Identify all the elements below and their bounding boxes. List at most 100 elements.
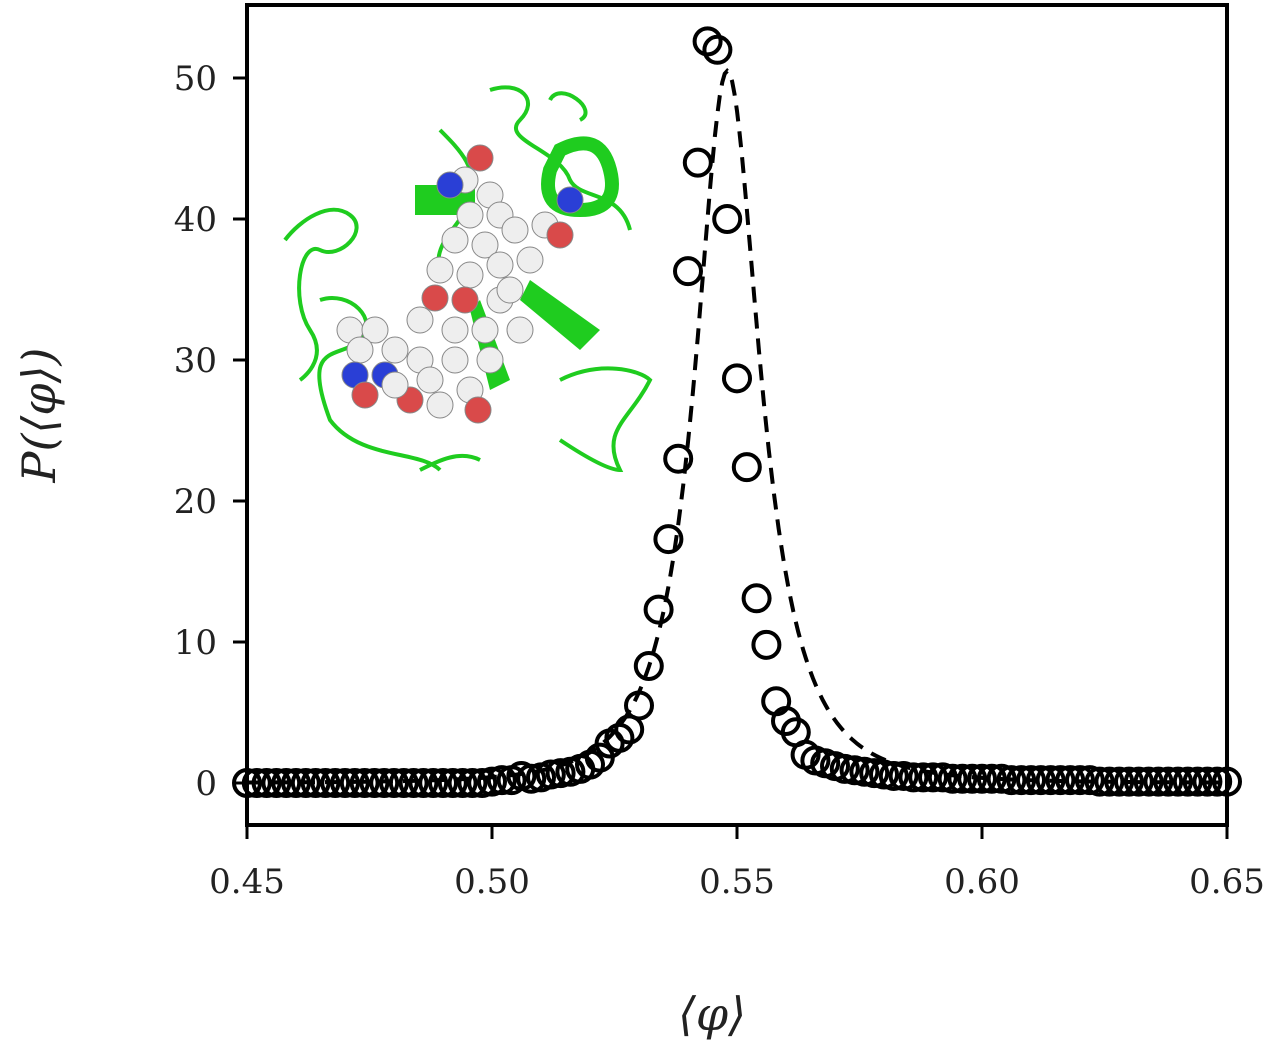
data-point — [663, 443, 694, 474]
atom-sphere — [516, 246, 544, 274]
data-point — [604, 722, 635, 753]
data-point — [829, 753, 860, 784]
data-point — [290, 768, 321, 798]
atom-sphere — [381, 336, 409, 364]
atom-sphere — [501, 216, 529, 244]
data-point — [447, 768, 478, 798]
data-point — [673, 256, 703, 287]
atom-sphere — [426, 391, 454, 419]
atom-sphere — [466, 144, 494, 172]
data-point — [1163, 766, 1193, 797]
data-point — [349, 768, 380, 798]
y-tick-label: 0 — [195, 764, 217, 804]
data-point — [1182, 766, 1213, 797]
data-point — [1016, 765, 1046, 796]
atom-sphere — [464, 396, 492, 424]
data-point — [1065, 765, 1095, 796]
x-axis: 0.45 0.50 0.55 0.60 0.65 — [209, 825, 1265, 902]
data-point — [869, 759, 899, 790]
data-point — [1006, 765, 1037, 796]
data-point — [731, 452, 762, 483]
data-point — [486, 765, 517, 796]
atom-sphere — [421, 284, 449, 312]
data-point — [927, 762, 958, 793]
x-axis-label: ⟨φ⟩ — [678, 987, 746, 1041]
data-point — [702, 34, 733, 65]
data-points — [232, 26, 1242, 798]
data-point — [722, 363, 752, 394]
atom-sphere — [556, 186, 584, 214]
data-point — [957, 763, 988, 794]
x-tick-label: 0.65 — [1189, 862, 1265, 902]
atom-sphere — [436, 171, 464, 199]
data-point — [712, 204, 743, 234]
data-point — [751, 629, 782, 660]
data-point — [369, 768, 400, 798]
data-point — [908, 762, 939, 793]
data-point — [996, 765, 1027, 796]
data-point — [682, 147, 713, 178]
atom-sphere — [456, 201, 484, 229]
x-tick-label: 0.45 — [209, 862, 285, 902]
data-point — [1143, 766, 1174, 797]
data-point — [878, 760, 909, 791]
atom-sphere — [426, 256, 454, 284]
data-point — [379, 768, 409, 798]
atom-sphere — [451, 286, 479, 314]
data-point — [967, 763, 997, 794]
atom-sphere — [381, 371, 409, 399]
data-point — [1074, 765, 1105, 796]
data-point — [692, 26, 723, 57]
x-tick-label: 0.55 — [699, 862, 775, 902]
atom-sphere — [471, 316, 499, 344]
atom-sphere — [546, 221, 574, 249]
y-tick-label: 10 — [174, 623, 217, 663]
data-point — [300, 768, 331, 798]
atom-sphere — [351, 381, 379, 409]
data-point — [898, 762, 929, 793]
atom-sphere — [471, 231, 499, 259]
data-point — [310, 768, 341, 798]
data-point — [437, 768, 468, 798]
data-point — [1045, 765, 1076, 796]
data-point — [330, 768, 360, 798]
data-point — [1123, 766, 1154, 797]
protein-inset-image — [283, 85, 653, 473]
data-point — [633, 650, 664, 681]
y-tick-label: 20 — [174, 482, 217, 522]
data-point — [947, 763, 978, 794]
atom-sphere — [441, 316, 469, 344]
atom-sphere — [361, 316, 389, 344]
data-point — [937, 763, 968, 794]
data-point — [1055, 765, 1086, 796]
data-point — [545, 758, 576, 789]
data-point — [918, 762, 948, 793]
data-point — [408, 768, 439, 798]
data-point — [986, 763, 1017, 794]
data-point — [388, 768, 419, 798]
data-point — [839, 755, 870, 786]
data-point — [1114, 766, 1144, 797]
atom-sphere — [476, 346, 504, 374]
data-point — [281, 768, 311, 798]
data-point — [1153, 766, 1184, 797]
data-point — [849, 756, 880, 787]
atom-sphere — [406, 306, 434, 334]
data-point — [1192, 766, 1223, 797]
atom-sphere — [441, 346, 469, 374]
data-point — [1104, 766, 1135, 797]
y-tick-label: 50 — [174, 59, 217, 99]
data-point — [477, 766, 507, 797]
data-point — [251, 768, 282, 798]
data-point — [418, 768, 449, 798]
data-point — [1025, 765, 1056, 796]
data-point — [516, 763, 547, 794]
fit-curve — [246, 68, 1227, 785]
atom-sphere — [346, 336, 374, 364]
data-point — [1084, 766, 1115, 797]
x-tick-label: 0.60 — [944, 862, 1020, 902]
data-point — [976, 763, 1007, 794]
data-point — [653, 524, 684, 555]
data-point — [1133, 766, 1164, 797]
data-point — [398, 768, 429, 798]
